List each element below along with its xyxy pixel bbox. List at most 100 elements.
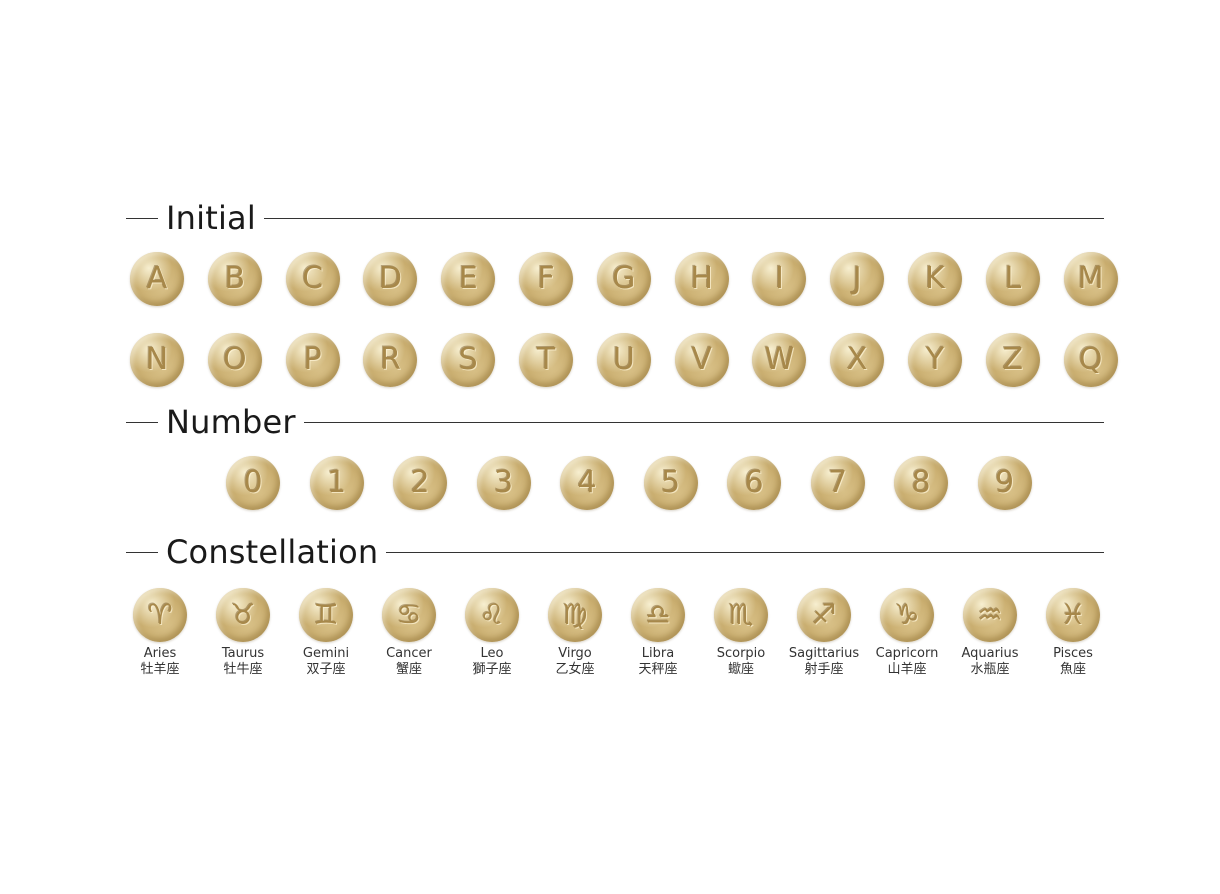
sign-label: Virgo 乙女座 — [530, 646, 620, 678]
coin-glyph: 3 — [493, 465, 514, 500]
section-title-constellation: Constellation — [166, 533, 379, 571]
coin: ♈ — [133, 588, 187, 642]
coin-glyph: V — [691, 342, 712, 377]
coin-glyph: ♊ — [313, 598, 339, 631]
number-row: 0 1 2 3 4 5 6 7 8 9 — [0, 456, 1220, 514]
header-rule — [263, 217, 1104, 219]
coin-glyph: T — [536, 342, 556, 377]
sign-name: Capricorn — [875, 646, 939, 661]
coin-glyph: Q — [1078, 342, 1103, 377]
sign-name-jp: 双子座 — [306, 662, 346, 677]
coin-glyph: 6 — [744, 465, 764, 500]
coin: R — [363, 333, 418, 387]
header-dash — [126, 217, 158, 219]
coin-glyph: X — [846, 342, 868, 377]
sign-label: Scorpio 蠍座 — [696, 646, 786, 678]
coin: L — [985, 252, 1040, 306]
sign-name-jp: 蟹座 — [395, 662, 422, 677]
coin-glyph: 1 — [326, 465, 347, 500]
coin: F — [519, 252, 573, 306]
coin: 8 — [894, 456, 948, 510]
coin: B — [207, 252, 262, 306]
coin-glyph: ♉ — [230, 598, 256, 631]
coin: O — [207, 333, 262, 387]
coin-glyph: S — [458, 342, 478, 377]
sign-name: Gemini — [302, 646, 350, 661]
coin: 4 — [560, 456, 614, 510]
coin: 5 — [643, 456, 698, 510]
section-header-initial: Initial — [126, 196, 1104, 240]
coin: Z — [985, 333, 1040, 387]
coin: K — [908, 252, 962, 306]
header-rule — [386, 551, 1104, 553]
coin-glyph: P — [303, 342, 322, 377]
coin: X — [830, 333, 885, 387]
coin: ♍ — [548, 588, 602, 642]
constellation-row: ♈ Aries 牡羊座 ♉ Taurus 牡牛座 ♊ Gemini 双子座 ♋ Cancer 蟹座 ♌ L… — [0, 588, 1220, 688]
coin: C — [285, 252, 340, 306]
sign-name-jp: 水瓶座 — [970, 662, 1010, 677]
sign-label: Aries 牡羊座 — [115, 646, 205, 678]
coin: ♓ — [1046, 588, 1100, 642]
coin-glyph: ♏ — [728, 598, 754, 631]
coin-glyph: R — [379, 342, 401, 377]
coin-glyph: 4 — [577, 465, 597, 500]
coin: 9 — [977, 456, 1032, 510]
coin: 0 — [226, 456, 280, 510]
coin: ♑ — [880, 588, 934, 642]
coin: P — [285, 333, 340, 387]
coin: ♌ — [465, 588, 519, 642]
sign-name-jp: 牡牛座 — [223, 662, 263, 677]
sign-label: Taurus 牡牛座 — [198, 646, 288, 678]
initial-row-1: A B C D E F G H I J K L M — [0, 252, 1220, 310]
sign-name-jp: 山羊座 — [887, 662, 927, 677]
coin-glyph: E — [458, 261, 478, 296]
coin: E — [441, 252, 496, 306]
sign-name-jp: 獅子座 — [472, 662, 512, 677]
coin-glyph: 7 — [827, 465, 848, 500]
coin-glyph: D — [378, 261, 402, 296]
coin-glyph: ♓ — [1060, 598, 1086, 631]
sign-name-jp: 牡羊座 — [140, 662, 180, 677]
sign-name-jp: 蠍座 — [727, 662, 754, 677]
coin-glyph: Y — [925, 342, 945, 377]
coin: S — [441, 333, 496, 387]
sign-name: Virgo — [558, 646, 592, 661]
coin: N — [130, 333, 184, 387]
sign-label: Gemini 双子座 — [281, 646, 371, 678]
coin-glyph: 8 — [911, 465, 931, 500]
coin-glyph: L — [1004, 261, 1022, 296]
header-dash — [126, 551, 158, 553]
coin-glyph: 2 — [410, 465, 430, 500]
sign-name: Scorpio — [716, 646, 766, 661]
coin: ♏ — [714, 588, 768, 642]
coin-glyph: 0 — [243, 465, 263, 500]
coin-glyph: Z — [1002, 342, 1024, 377]
coin: H — [674, 252, 729, 306]
section-title-number: Number — [166, 403, 296, 441]
coin-glyph: B — [224, 261, 246, 296]
sign-name: Libra — [641, 646, 675, 661]
coin-glyph: ♈ — [147, 598, 173, 631]
sign-name: Pisces — [1053, 646, 1093, 661]
coin: 7 — [810, 456, 865, 510]
sign-label: Pisces 魚座 — [1028, 646, 1118, 678]
sign-label: Cancer 蟹座 — [364, 646, 454, 678]
coin: V — [674, 333, 729, 387]
sign-label: Leo 獅子座 — [447, 646, 537, 678]
coin: ♒ — [963, 588, 1017, 642]
coin: W — [752, 333, 807, 387]
coin-glyph: W — [764, 342, 795, 377]
coin-glyph: F — [537, 261, 555, 296]
sign-label: Capricorn 山羊座 — [862, 646, 952, 678]
coin-glyph: ♐ — [811, 598, 837, 631]
sign-name: Aries — [143, 646, 177, 661]
coin-glyph: M — [1077, 261, 1104, 296]
sign-label: Aquarius 水瓶座 — [945, 646, 1035, 678]
sign-name-jp: 天秤座 — [638, 662, 678, 677]
coin: 2 — [393, 456, 447, 510]
coin: ♎ — [631, 588, 685, 642]
coin: 3 — [476, 456, 531, 510]
coin: I — [752, 252, 807, 306]
